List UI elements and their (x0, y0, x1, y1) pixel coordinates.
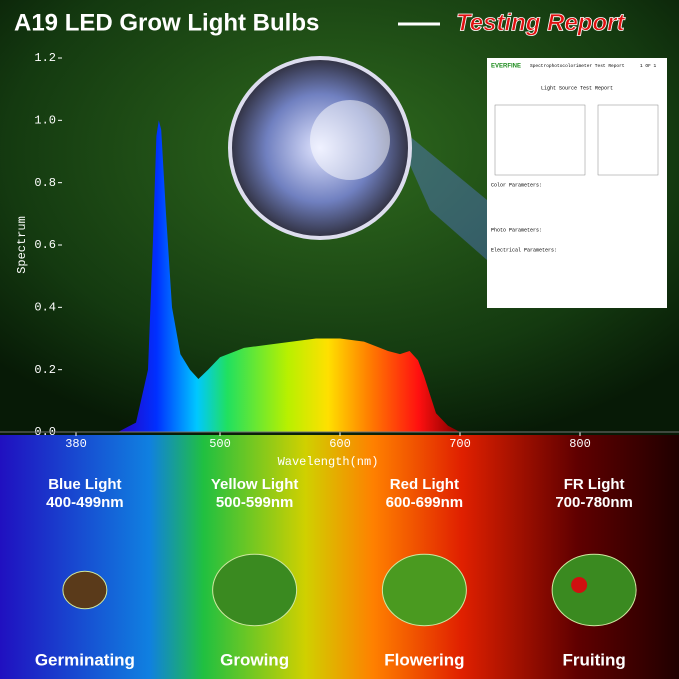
report-section: Color Parameters: (491, 182, 542, 188)
report-sheet (487, 58, 667, 308)
plant (62, 570, 108, 610)
band-label: Blue Light (48, 476, 121, 493)
y-tick-label: 0.6 (34, 238, 56, 252)
bulb-glow (310, 100, 390, 180)
report-title: Spectrophotocolorimeter Test Report (530, 63, 625, 69)
growth-stage: Flowering (384, 650, 464, 669)
band-range: 700-780nm (555, 494, 633, 511)
title: A19 LED Grow Light Bulbs (14, 9, 319, 36)
plant (551, 553, 637, 627)
callout-beam (390, 120, 487, 260)
y-tick-label: 0.4 (34, 301, 56, 315)
growth-stage: Germinating (35, 650, 135, 669)
plant (212, 553, 298, 627)
report-section: Electrical Parameters: (491, 247, 557, 253)
band-label: Red Light (390, 476, 459, 493)
band-background (0, 435, 679, 679)
x-tick-label: 700 (449, 437, 471, 451)
report-heading: Light Source Test Report (541, 85, 613, 91)
tomato (571, 577, 588, 593)
x-tick-label: 380 (65, 437, 87, 451)
band-range: 400-499nm (46, 494, 124, 511)
report-cie (597, 104, 659, 176)
x-tick-label: 600 (329, 437, 351, 451)
y-tick-label: 1.2 (34, 51, 56, 65)
x-axis-label: Wavelength(nm) (278, 455, 379, 469)
y-tick-label: 0.2 (34, 363, 56, 377)
y-axis-label: Spectrum (15, 216, 29, 274)
y-tick-label: 1.0 (34, 114, 56, 128)
plant (381, 553, 467, 627)
band-range: 500-599nm (216, 494, 294, 511)
spectrum-area (118, 120, 460, 433)
band-range: 600-699nm (386, 494, 464, 511)
growth-stage: Growing (220, 650, 289, 669)
report-spectrum (494, 104, 586, 176)
report-section: Photo Parameters: (491, 227, 542, 233)
report-page: 1 OF 1 (640, 63, 657, 69)
x-tick-label: 800 (569, 437, 591, 451)
y-tick-label: 0.8 (34, 176, 56, 190)
report-brand: EVERFINE (491, 64, 521, 70)
band-label: FR Light (564, 476, 625, 493)
subtitle: Testing Report (456, 9, 625, 36)
x-tick-label: 500 (209, 437, 231, 451)
growth-stage: Fruiting (562, 650, 625, 669)
band-label: Yellow Light (211, 476, 299, 493)
